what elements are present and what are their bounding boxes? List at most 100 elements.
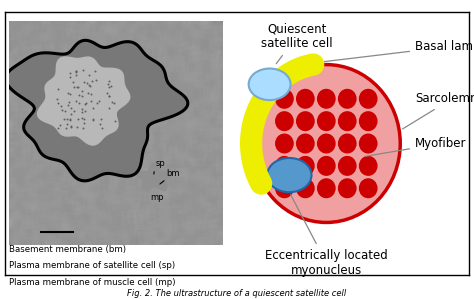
Point — [64, 102, 72, 107]
Point — [105, 78, 112, 83]
Text: Quiescent
satellite cell: Quiescent satellite cell — [261, 22, 333, 64]
Point — [64, 90, 72, 95]
Circle shape — [317, 111, 336, 131]
Point — [79, 93, 86, 98]
Point — [73, 124, 81, 129]
Circle shape — [317, 156, 336, 176]
Point — [92, 78, 100, 83]
Polygon shape — [136, 162, 173, 191]
Point — [56, 123, 64, 128]
Point — [107, 83, 114, 88]
Circle shape — [338, 134, 356, 153]
Ellipse shape — [249, 68, 291, 100]
Point — [67, 106, 75, 110]
Circle shape — [296, 134, 315, 153]
Point — [85, 82, 93, 87]
Circle shape — [338, 111, 356, 131]
Point — [72, 69, 79, 74]
Circle shape — [338, 178, 356, 198]
Circle shape — [296, 89, 315, 109]
Circle shape — [359, 178, 378, 198]
Point — [81, 102, 89, 107]
Point — [89, 106, 97, 111]
Point — [105, 106, 113, 110]
Point — [85, 73, 92, 78]
Point — [109, 99, 116, 104]
Polygon shape — [6, 40, 188, 181]
Polygon shape — [37, 56, 130, 146]
Point — [105, 93, 113, 98]
Point — [66, 70, 74, 75]
Point — [61, 109, 69, 114]
Point — [104, 82, 111, 87]
Circle shape — [338, 89, 356, 109]
Circle shape — [296, 156, 315, 176]
Circle shape — [275, 156, 294, 176]
Point — [70, 109, 78, 113]
Point — [75, 93, 82, 98]
Point — [80, 120, 87, 125]
Point — [105, 84, 113, 89]
Point — [62, 126, 69, 130]
Circle shape — [296, 111, 315, 131]
Point — [91, 68, 99, 73]
Point — [54, 86, 62, 91]
Text: Myofiber: Myofiber — [366, 137, 466, 156]
Point — [54, 125, 61, 130]
Circle shape — [275, 89, 294, 109]
Text: sp: sp — [155, 159, 165, 168]
Point — [78, 88, 86, 93]
Text: Eccentrically located
myonucleus: Eccentrically located myonucleus — [265, 195, 388, 277]
Point — [86, 83, 93, 88]
Point — [83, 81, 91, 86]
Point — [53, 97, 60, 101]
Text: Basement membrane (bm): Basement membrane (bm) — [9, 245, 127, 254]
Point — [73, 68, 80, 73]
Circle shape — [359, 156, 378, 176]
Text: Fig. 2. The ultrastructure of a quiescent satellite cell: Fig. 2. The ultrastructure of a quiescen… — [128, 289, 346, 298]
Point — [110, 101, 118, 106]
Point — [94, 101, 101, 106]
Point — [80, 80, 88, 85]
Point — [55, 100, 62, 105]
Point — [66, 116, 73, 121]
Circle shape — [359, 89, 378, 109]
Text: Plasma membrane of satellite cell (sp): Plasma membrane of satellite cell (sp) — [9, 261, 175, 271]
Point — [65, 100, 73, 105]
Point — [111, 119, 118, 124]
Text: Sarcolemma: Sarcolemma — [402, 92, 474, 129]
Point — [68, 124, 75, 129]
Point — [98, 125, 105, 130]
Point — [72, 98, 79, 103]
Point — [79, 68, 87, 73]
Ellipse shape — [267, 158, 311, 192]
Point — [82, 101, 90, 106]
Text: bm: bm — [166, 169, 180, 178]
Circle shape — [317, 89, 336, 109]
Circle shape — [252, 65, 400, 222]
Circle shape — [317, 178, 336, 198]
Point — [74, 117, 82, 121]
Point — [84, 91, 92, 96]
Point — [67, 118, 74, 123]
Point — [87, 92, 95, 97]
Point — [67, 125, 75, 129]
Text: mp: mp — [150, 193, 164, 202]
Point — [73, 84, 81, 89]
Point — [81, 108, 88, 113]
Text: Plasma membrane of muscle cell (mp): Plasma membrane of muscle cell (mp) — [9, 278, 176, 287]
Point — [81, 116, 88, 121]
Point — [87, 99, 95, 103]
Point — [66, 74, 73, 79]
Point — [79, 116, 86, 120]
Point — [103, 90, 110, 95]
Point — [78, 110, 85, 115]
Circle shape — [275, 178, 294, 198]
Circle shape — [275, 134, 294, 153]
Point — [88, 79, 95, 83]
Point — [105, 93, 113, 98]
Circle shape — [338, 156, 356, 176]
Text: Basal lamina: Basal lamina — [324, 40, 474, 62]
Point — [78, 106, 85, 111]
Point — [67, 112, 74, 116]
